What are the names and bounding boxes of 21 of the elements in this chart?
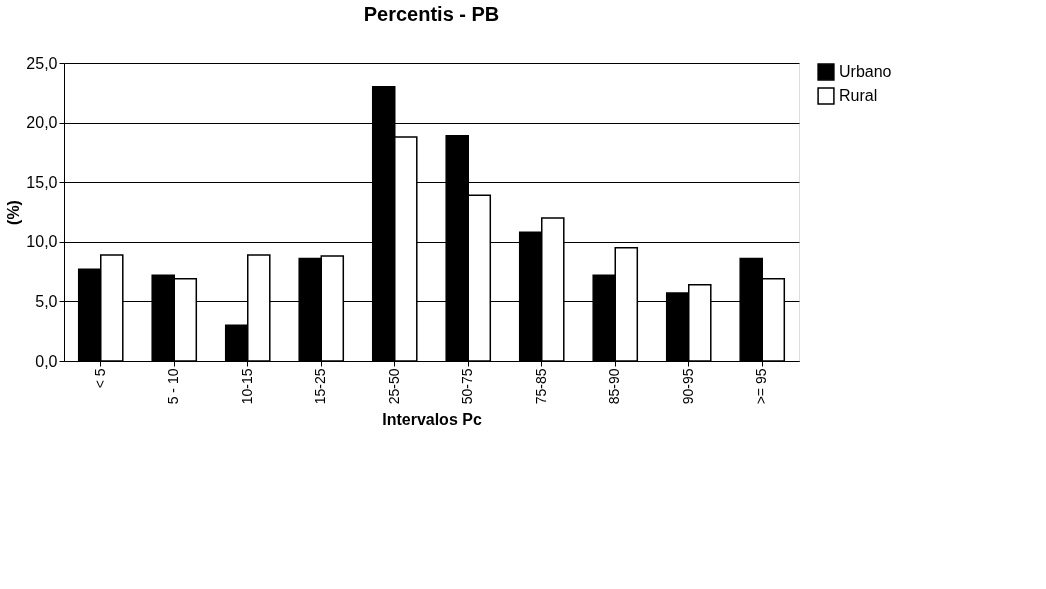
y-tick-label: 0,0 (35, 352, 58, 370)
y-tick-label: 25,0 (26, 54, 58, 72)
y-tick-label: 5,0 (35, 292, 58, 310)
x-axis-title: Intervalos Pc (382, 411, 482, 429)
x-tick-label: < 5 (91, 368, 108, 389)
x-tick-label: 85-90 (606, 368, 623, 405)
x-tick-label: 50-75 (459, 368, 476, 405)
legend-label: Rural (839, 87, 878, 104)
x-tick-label: 5 - 10 (165, 368, 182, 405)
x-tick-label: 10-15 (238, 368, 255, 405)
x-tick-label: 75-85 (532, 368, 549, 405)
y-axis-title: (%) (5, 200, 23, 225)
legend-label: Urbano (839, 63, 892, 80)
chart-title: Percentis - PB (363, 3, 500, 25)
y-tick-label: 20,0 (26, 114, 58, 132)
x-tick-label: 25-50 (385, 368, 402, 405)
x-tick-label: 90-95 (679, 368, 696, 405)
x-tick-label: >= 95 (753, 368, 770, 405)
x-tick-label: 15-25 (312, 368, 329, 405)
y-tick-label: 15,0 (26, 173, 58, 191)
y-tick-label: 10,0 (26, 233, 58, 251)
